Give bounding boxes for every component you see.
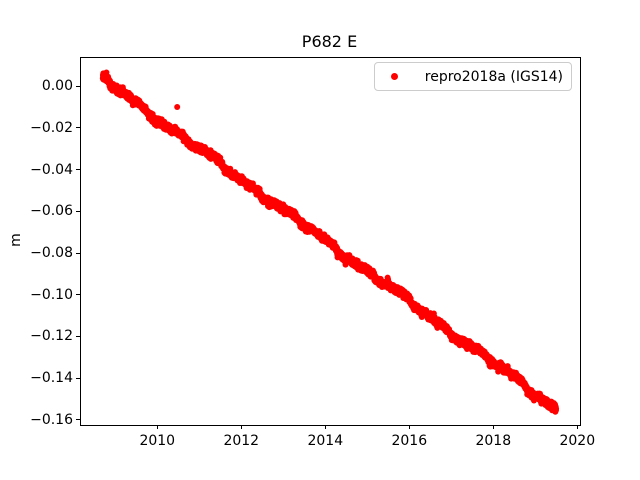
x-tick-mark [324,425,326,429]
y-tick-label: −0.06 [30,203,73,220]
x-tick-mark [576,425,578,429]
x-tick-mark [408,425,410,429]
x-tick-label: 2012 [223,433,260,449]
x-tick-label: 2020 [559,433,596,449]
legend-marker-dot [390,73,398,80]
x-tick-label: 2016 [391,433,428,449]
y-tick-label: −0.16 [30,411,73,428]
y-tick-mark [76,419,80,421]
scatter-canvas [81,58,580,425]
y-tick-label: −0.04 [30,161,73,178]
x-tick-mark [240,425,242,429]
y-tick-mark [76,335,80,337]
y-tick-label: −0.14 [30,370,73,387]
y-tick-mark [76,210,80,212]
legend: repro2018a (IGS14) [373,62,572,91]
y-tick-mark [76,294,80,296]
x-tick-mark [492,425,494,429]
y-tick-mark [76,169,80,171]
x-tick-label: 2018 [475,433,512,449]
x-tick-label: 2014 [307,433,344,449]
x-tick-label: 2010 [139,433,176,449]
y-tick-mark [76,252,80,254]
chart-title: P682 E [301,32,358,51]
plot-area: repro2018a (IGS14) [80,57,581,426]
legend-label: repro2018a (IGS14) [424,68,563,85]
y-tick-label: −0.10 [30,286,73,303]
y-tick-mark [76,377,80,379]
y-tick-label: 0.00 [41,78,73,95]
x-tick-mark [156,425,158,429]
y-tick-mark [76,127,80,129]
y-tick-mark [76,85,80,87]
y-tick-label: −0.08 [30,245,73,261]
y-tick-label: −0.12 [30,328,73,345]
y-tick-label: −0.02 [30,119,73,136]
